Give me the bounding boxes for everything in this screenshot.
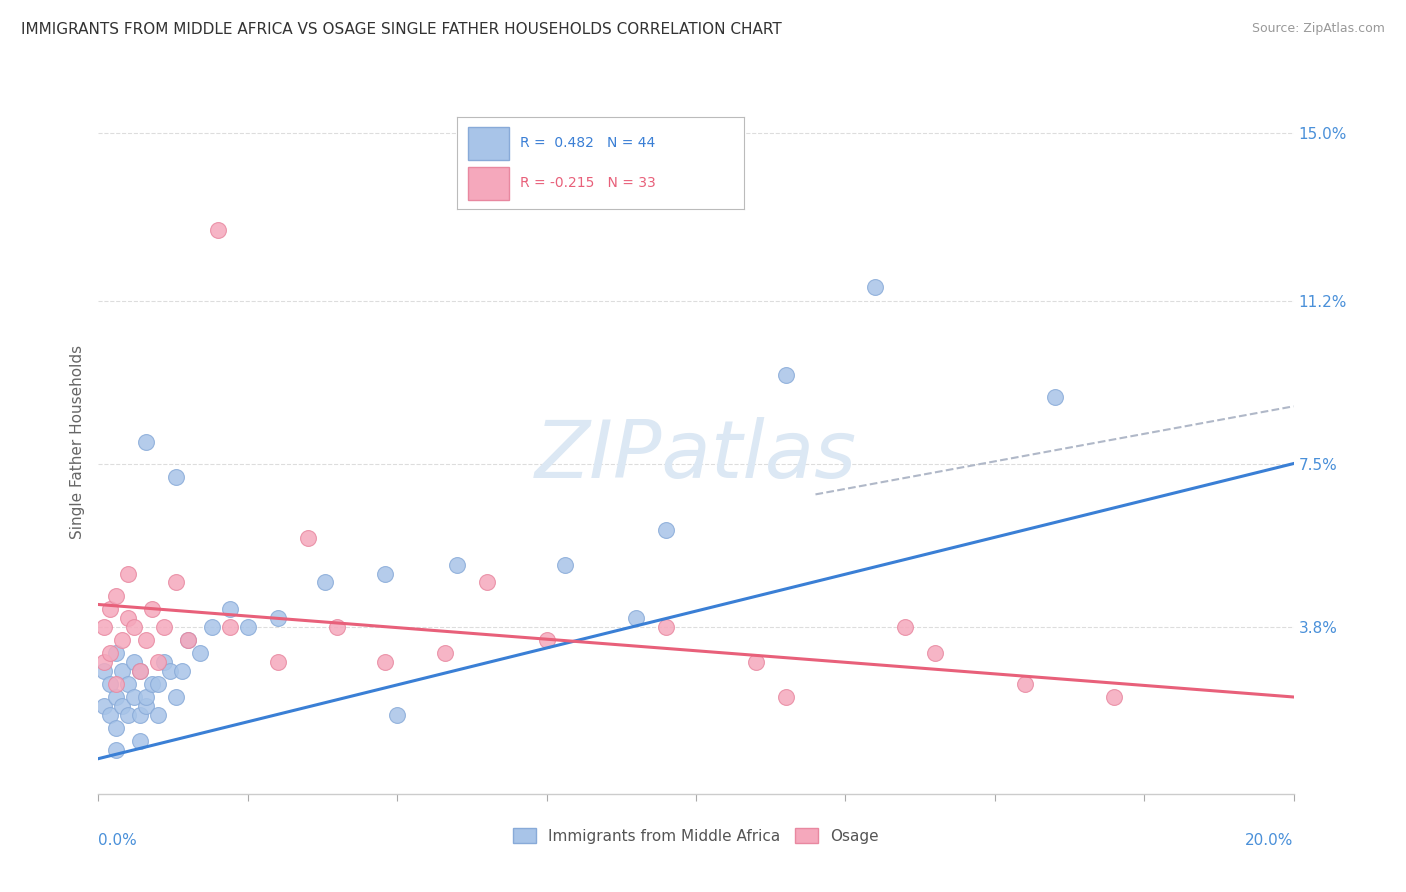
Point [434, 646, 457, 660]
Point [326, 619, 349, 633]
Point [93, 664, 115, 678]
Point [536, 632, 558, 647]
Point [159, 664, 181, 678]
Point [111, 698, 134, 713]
Point [446, 558, 468, 572]
Point [775, 368, 797, 383]
Point [177, 632, 200, 647]
Point [148, 677, 170, 691]
Point [165, 469, 187, 483]
Point [117, 610, 139, 624]
Point [236, 619, 259, 633]
Point [894, 619, 917, 633]
Point [98, 677, 122, 691]
Point [865, 280, 887, 294]
Point [655, 619, 678, 633]
Point [93, 698, 115, 713]
Point [201, 619, 224, 633]
Point [626, 610, 648, 624]
Point [129, 664, 152, 678]
Point [267, 610, 290, 624]
Point [745, 655, 768, 669]
Point [141, 677, 163, 691]
Text: IMMIGRANTS FROM MIDDLE AFRICA VS OSAGE SINGLE FATHER HOUSEHOLDS CORRELATION CHAR: IMMIGRANTS FROM MIDDLE AFRICA VS OSAGE S… [21, 22, 782, 37]
Point [165, 690, 187, 704]
Point [153, 619, 176, 633]
Point [93, 655, 115, 669]
Point [165, 575, 187, 590]
Point [267, 655, 290, 669]
Point [93, 619, 115, 633]
Text: Source: ZipAtlas.com: Source: ZipAtlas.com [1251, 22, 1385, 36]
Point [554, 558, 576, 572]
Point [172, 664, 194, 678]
Point [135, 698, 157, 713]
Point [655, 523, 678, 537]
Point [129, 707, 152, 722]
Point [135, 690, 157, 704]
Point [117, 566, 139, 581]
Text: 20.0%: 20.0% [1246, 832, 1294, 847]
Point [207, 223, 229, 237]
Text: 0.0%: 0.0% [98, 832, 138, 847]
Point [98, 602, 122, 616]
Point [135, 434, 157, 449]
Point [188, 646, 211, 660]
Point [775, 690, 797, 704]
Point [117, 677, 139, 691]
Legend: Immigrants from Middle Africa, Osage: Immigrants from Middle Africa, Osage [506, 822, 886, 850]
Point [374, 566, 396, 581]
Point [1104, 690, 1126, 704]
Point [129, 664, 152, 678]
Point [297, 532, 319, 546]
Point [153, 655, 176, 669]
Point [105, 677, 128, 691]
Point [105, 589, 128, 603]
Point [135, 632, 157, 647]
Point [124, 619, 146, 633]
Point [315, 575, 337, 590]
Point [1043, 391, 1066, 405]
Text: ZIPatlas: ZIPatlas [534, 417, 858, 495]
Point [124, 690, 146, 704]
Point [117, 707, 139, 722]
Point [475, 575, 498, 590]
Point [177, 632, 200, 647]
Point [111, 632, 134, 647]
Point [385, 707, 409, 722]
Point [129, 734, 152, 748]
Point [141, 602, 163, 616]
Point [98, 707, 122, 722]
Point [105, 690, 128, 704]
Point [219, 602, 242, 616]
Point [105, 721, 128, 735]
Point [105, 743, 128, 757]
Y-axis label: Single Father Households: Single Father Households [69, 344, 84, 539]
Point [374, 655, 396, 669]
Point [148, 655, 170, 669]
Point [148, 707, 170, 722]
Point [124, 655, 146, 669]
Point [1014, 677, 1036, 691]
Point [924, 646, 946, 660]
Point [105, 646, 128, 660]
Point [98, 646, 122, 660]
Point [111, 664, 134, 678]
Point [219, 619, 242, 633]
